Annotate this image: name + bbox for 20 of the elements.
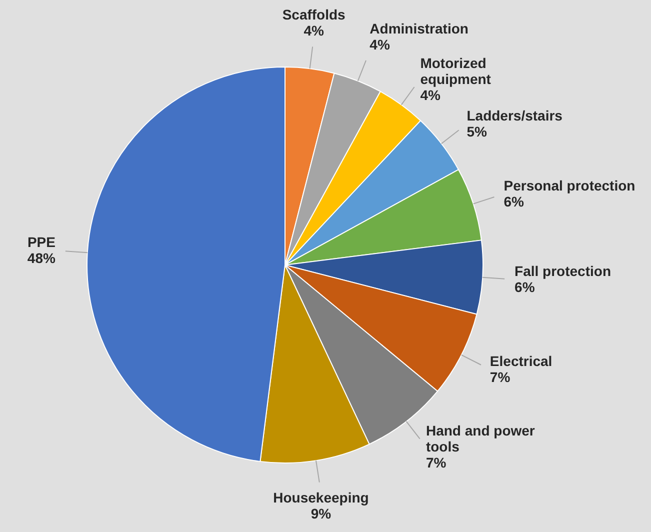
- slice-label: Hand and power tools: [426, 422, 536, 455]
- data-label: 5%: [466, 124, 488, 140]
- slice-label: PPE: [27, 234, 56, 250]
- data-label: 6%: [504, 193, 525, 210]
- data-label: 6%: [514, 278, 536, 295]
- data-label: 4%: [420, 86, 441, 103]
- data-label: 7%: [490, 368, 511, 385]
- slice-label: Personal protection: [504, 177, 636, 194]
- slice-label: Ladders/stairs: [466, 108, 563, 124]
- slice-label: Housekeeping: [273, 490, 369, 506]
- data-label: 48%: [27, 250, 56, 266]
- slice-label: Electrical: [490, 352, 552, 369]
- slice-label: Administration: [370, 20, 468, 37]
- data-label: 4%: [304, 22, 324, 38]
- slice-label: Scaffolds: [282, 6, 346, 22]
- slice-label: Fall protection: [514, 262, 611, 279]
- data-label: 7%: [426, 454, 447, 471]
- slice-label: Motorized equipment: [420, 54, 492, 87]
- data-label: 9%: [310, 506, 332, 522]
- data-label: 4%: [370, 36, 390, 53]
